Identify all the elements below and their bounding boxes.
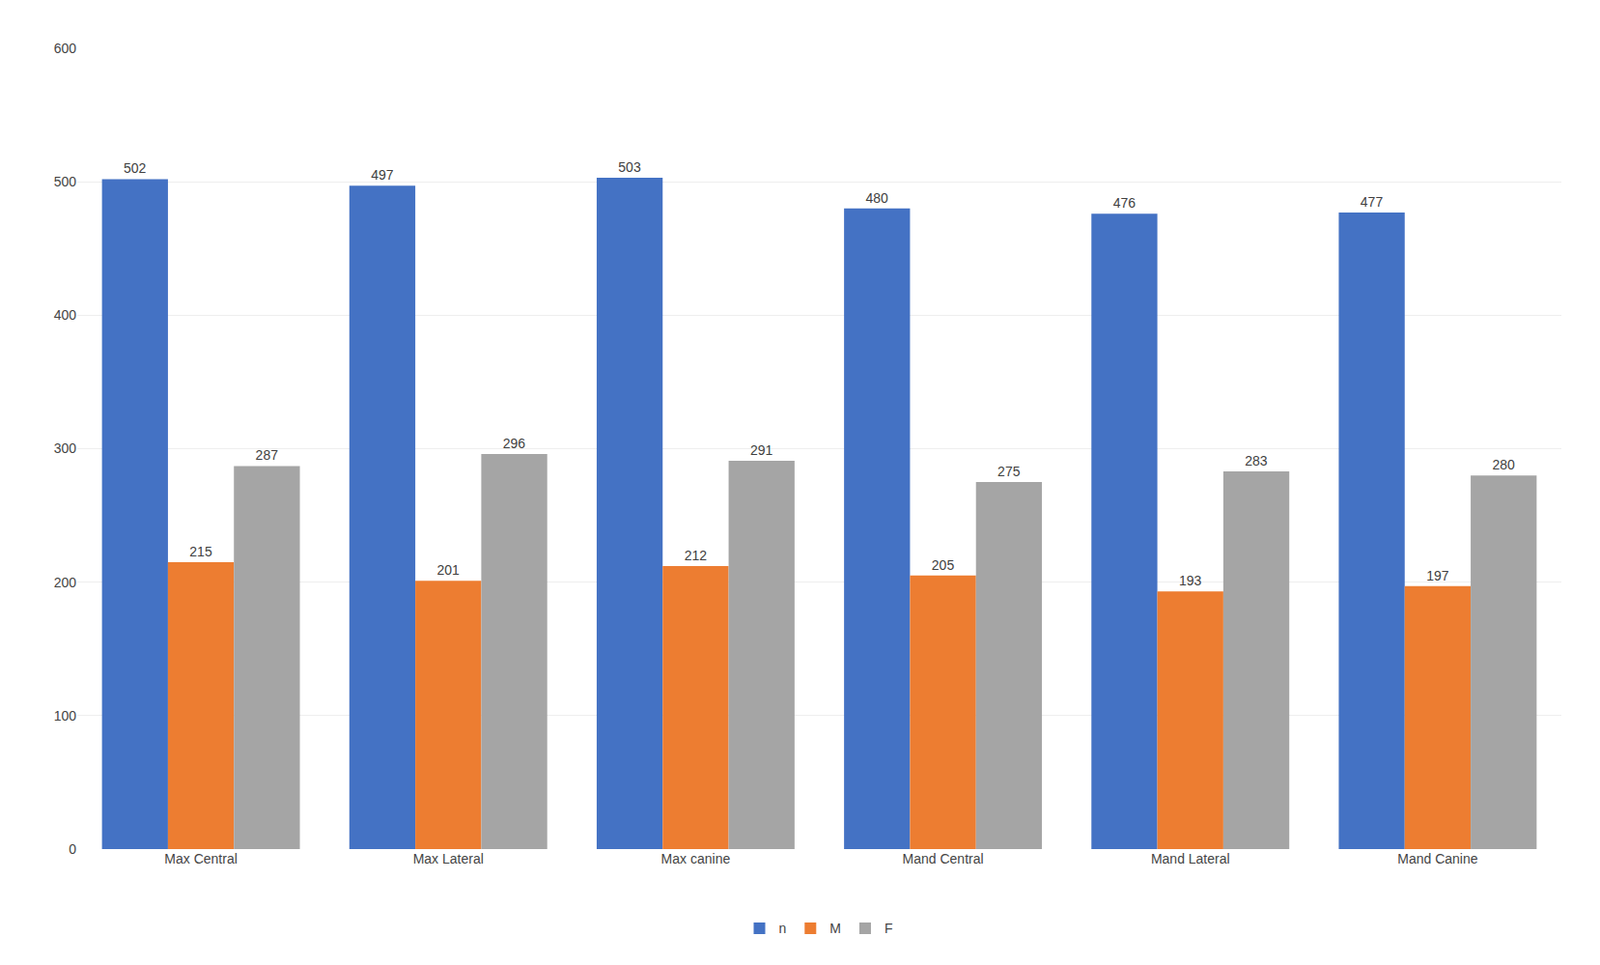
svg-text:476: 476: [1113, 195, 1137, 211]
svg-text:100: 100: [54, 707, 78, 724]
svg-text:497: 497: [370, 167, 394, 183]
svg-text:296: 296: [503, 435, 527, 451]
svg-text:502: 502: [123, 160, 147, 176]
svg-text:193: 193: [1178, 572, 1203, 589]
svg-text:275: 275: [997, 463, 1021, 479]
svg-text:205: 205: [931, 557, 955, 573]
svg-text:Mand Lateral: Mand Lateral: [1150, 850, 1231, 867]
svg-text:Max Central: Max Central: [164, 850, 237, 867]
svg-text:Mand Central: Mand Central: [902, 850, 984, 867]
svg-text:Max Lateral: Max Lateral: [413, 850, 484, 867]
svg-text:M: M: [829, 920, 842, 936]
svg-text:480: 480: [865, 190, 889, 206]
svg-text:600: 600: [54, 40, 78, 57]
svg-text:n: n: [779, 920, 787, 936]
svg-text:Max canine: Max canine: [661, 850, 731, 867]
svg-text:477: 477: [1360, 194, 1384, 210]
svg-text:300: 300: [54, 440, 78, 456]
svg-text:287: 287: [255, 447, 280, 463]
svg-text:283: 283: [1244, 452, 1268, 469]
svg-text:201: 201: [436, 561, 460, 578]
svg-text:280: 280: [1491, 456, 1516, 473]
svg-text:291: 291: [750, 442, 774, 458]
svg-text:215: 215: [189, 543, 213, 560]
svg-text:503: 503: [617, 159, 642, 175]
svg-text:212: 212: [684, 547, 708, 563]
svg-text:Mand Canine: Mand Canine: [1397, 850, 1478, 867]
svg-text:0: 0: [68, 841, 77, 857]
svg-text:197: 197: [1426, 567, 1450, 584]
svg-text:400: 400: [54, 307, 78, 323]
svg-text:F: F: [884, 920, 894, 936]
svg-text:200: 200: [54, 574, 78, 590]
svg-text:500: 500: [54, 173, 78, 190]
